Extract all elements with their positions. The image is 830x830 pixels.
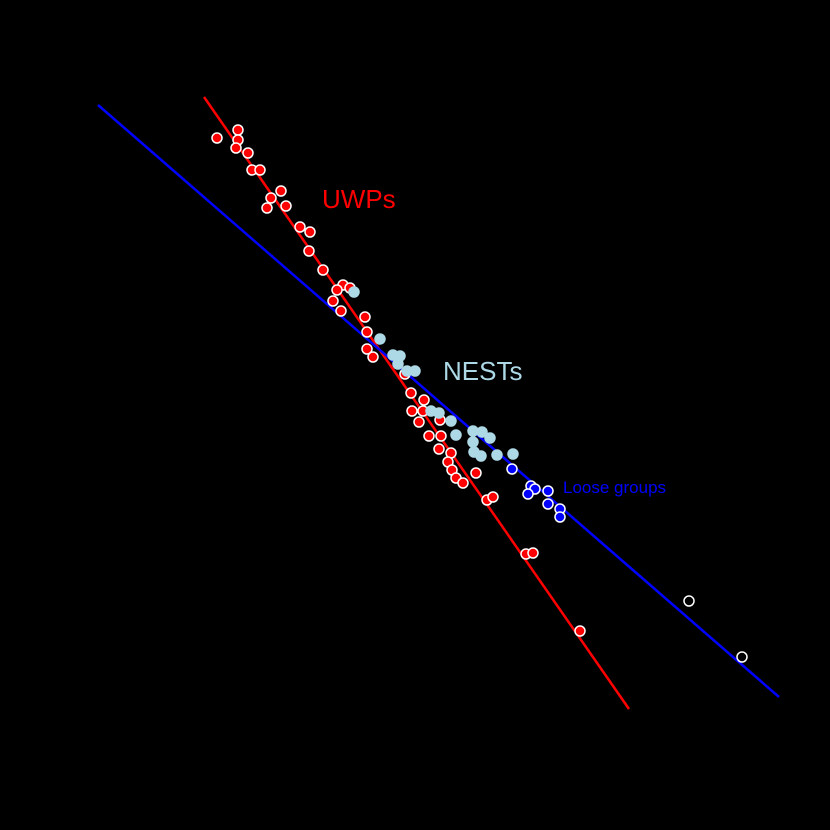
data-point xyxy=(392,358,404,370)
data-point xyxy=(574,625,586,637)
data-point xyxy=(317,264,329,276)
data-point xyxy=(542,498,554,510)
data-point xyxy=(331,284,343,296)
data-point xyxy=(406,405,418,417)
data-points xyxy=(211,124,748,663)
fit-line-1 xyxy=(97,104,780,698)
data-point xyxy=(232,124,244,136)
data-point xyxy=(491,449,503,461)
label-uwps: UWPs xyxy=(322,184,396,214)
data-point xyxy=(418,394,430,406)
data-point xyxy=(683,595,695,607)
data-point xyxy=(527,547,539,559)
data-point xyxy=(435,430,447,442)
data-point xyxy=(413,416,425,428)
data-point xyxy=(405,387,417,399)
data-point xyxy=(374,333,386,345)
data-point xyxy=(433,407,445,419)
data-point xyxy=(230,142,242,154)
data-point xyxy=(348,286,360,298)
data-point xyxy=(457,477,469,489)
data-point xyxy=(554,511,566,523)
data-point xyxy=(475,450,487,462)
data-point xyxy=(506,463,518,475)
data-point xyxy=(542,485,554,497)
label-nests: NESTs xyxy=(443,356,522,386)
data-point xyxy=(280,200,292,212)
data-point xyxy=(265,192,277,204)
data-point xyxy=(335,305,347,317)
data-point xyxy=(303,245,315,257)
data-point xyxy=(242,147,254,159)
data-point xyxy=(304,226,316,238)
data-point xyxy=(327,295,339,307)
data-point xyxy=(275,185,287,197)
data-point xyxy=(736,651,748,663)
data-point xyxy=(359,311,371,323)
data-point xyxy=(470,467,482,479)
data-point xyxy=(522,488,534,500)
data-point xyxy=(294,221,306,233)
data-point xyxy=(467,436,479,448)
data-point xyxy=(409,365,421,377)
data-point xyxy=(476,426,488,438)
data-point xyxy=(254,164,266,176)
data-point xyxy=(361,343,373,355)
data-point xyxy=(423,430,435,442)
data-point xyxy=(484,432,496,444)
data-point xyxy=(433,443,445,455)
data-point xyxy=(261,202,273,214)
data-point xyxy=(211,132,223,144)
data-point xyxy=(361,326,373,338)
data-point xyxy=(445,415,457,427)
data-point xyxy=(367,351,379,363)
data-point xyxy=(487,491,499,503)
annotation-labels: UWPs NESTs Loose groups xyxy=(322,184,666,497)
data-point xyxy=(507,448,519,460)
label-loose-groups: Loose groups xyxy=(563,478,666,497)
data-point xyxy=(450,429,462,441)
